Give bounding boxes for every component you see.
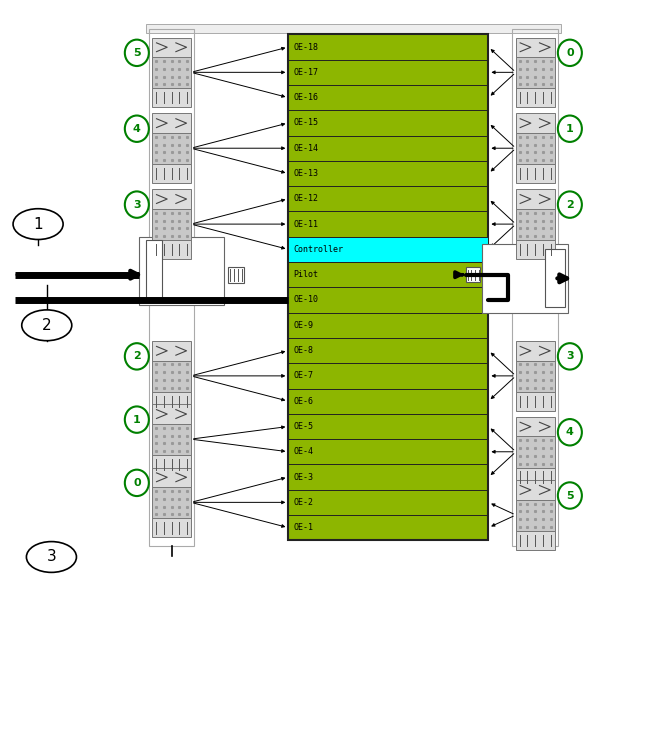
Text: 4: 4 xyxy=(133,124,141,134)
Bar xyxy=(516,164,555,183)
Text: 1: 1 xyxy=(133,414,141,425)
Bar xyxy=(139,237,224,305)
Circle shape xyxy=(125,191,149,218)
Text: 5: 5 xyxy=(133,48,141,58)
Bar xyxy=(516,209,555,240)
Text: OE-4: OE-4 xyxy=(293,447,314,456)
Bar xyxy=(152,424,191,455)
Text: 1: 1 xyxy=(566,124,574,134)
Bar xyxy=(152,455,191,474)
Bar xyxy=(516,133,555,164)
Text: OE-8: OE-8 xyxy=(293,346,314,355)
Text: 0: 0 xyxy=(566,48,574,58)
Text: OE-16: OE-16 xyxy=(293,93,319,102)
Bar xyxy=(516,436,555,468)
Bar xyxy=(152,487,191,518)
Text: 2: 2 xyxy=(566,199,574,210)
Bar xyxy=(516,341,555,361)
Text: Pilot: Pilot xyxy=(293,270,319,279)
Text: OE-15: OE-15 xyxy=(293,118,319,127)
Circle shape xyxy=(558,343,582,369)
Circle shape xyxy=(558,191,582,218)
Text: 2: 2 xyxy=(42,318,52,333)
Text: OE-1: OE-1 xyxy=(293,523,314,532)
Bar xyxy=(152,57,191,88)
Text: 5: 5 xyxy=(566,490,574,500)
Text: OE-18: OE-18 xyxy=(293,43,319,52)
Circle shape xyxy=(558,40,582,66)
Bar xyxy=(482,244,568,313)
Text: OE-7: OE-7 xyxy=(293,372,314,381)
Bar xyxy=(145,24,561,33)
Bar xyxy=(516,113,555,133)
Circle shape xyxy=(125,470,149,496)
Bar xyxy=(516,480,555,500)
Bar xyxy=(152,189,191,209)
Text: OE-14: OE-14 xyxy=(293,144,319,152)
Circle shape xyxy=(125,40,149,66)
Bar xyxy=(152,164,191,183)
Circle shape xyxy=(558,419,582,445)
Text: OE-17: OE-17 xyxy=(293,68,319,77)
Bar xyxy=(145,241,162,301)
Circle shape xyxy=(125,116,149,142)
Bar xyxy=(152,88,191,107)
Bar xyxy=(152,240,191,259)
Text: OE-11: OE-11 xyxy=(293,219,319,229)
Text: OE-3: OE-3 xyxy=(293,473,314,481)
Bar xyxy=(152,392,191,411)
Bar xyxy=(152,341,191,361)
Bar xyxy=(516,240,555,259)
Bar xyxy=(516,392,555,411)
Bar xyxy=(288,35,488,540)
Bar xyxy=(152,518,191,537)
Bar xyxy=(152,404,191,424)
Text: OE-13: OE-13 xyxy=(293,169,319,178)
Text: 0: 0 xyxy=(133,478,141,488)
Text: OE-10: OE-10 xyxy=(293,295,319,305)
Text: 2: 2 xyxy=(133,351,141,361)
Text: OE-2: OE-2 xyxy=(293,498,314,507)
Bar xyxy=(152,38,191,57)
Bar xyxy=(516,88,555,107)
Bar xyxy=(152,361,191,392)
Circle shape xyxy=(125,343,149,369)
Text: OE-6: OE-6 xyxy=(293,397,314,406)
Circle shape xyxy=(125,406,149,433)
Bar xyxy=(152,467,191,487)
Bar xyxy=(516,361,555,392)
Bar xyxy=(152,113,191,133)
Ellipse shape xyxy=(21,310,72,341)
Bar xyxy=(152,133,191,164)
Text: 3: 3 xyxy=(46,550,56,565)
Bar xyxy=(516,500,555,531)
Text: 4: 4 xyxy=(566,428,574,437)
Bar xyxy=(288,237,488,262)
Text: Controller: Controller xyxy=(293,245,344,254)
Bar xyxy=(516,57,555,88)
Text: 3: 3 xyxy=(133,199,141,210)
Text: 3: 3 xyxy=(566,351,574,361)
Circle shape xyxy=(558,116,582,142)
Bar xyxy=(466,267,480,282)
Text: OE-5: OE-5 xyxy=(293,422,314,431)
Bar xyxy=(516,531,555,550)
Bar xyxy=(516,417,555,436)
Ellipse shape xyxy=(26,542,76,573)
Text: OE-9: OE-9 xyxy=(293,321,314,330)
Bar xyxy=(545,250,565,307)
Bar xyxy=(516,468,555,486)
Circle shape xyxy=(558,482,582,509)
Bar xyxy=(152,209,191,240)
Bar xyxy=(513,29,558,546)
Bar xyxy=(228,266,245,283)
Bar xyxy=(516,38,555,57)
Ellipse shape xyxy=(13,209,63,239)
Text: 1: 1 xyxy=(34,216,43,232)
Bar xyxy=(149,29,194,546)
Bar xyxy=(516,189,555,209)
Text: OE-12: OE-12 xyxy=(293,194,319,203)
